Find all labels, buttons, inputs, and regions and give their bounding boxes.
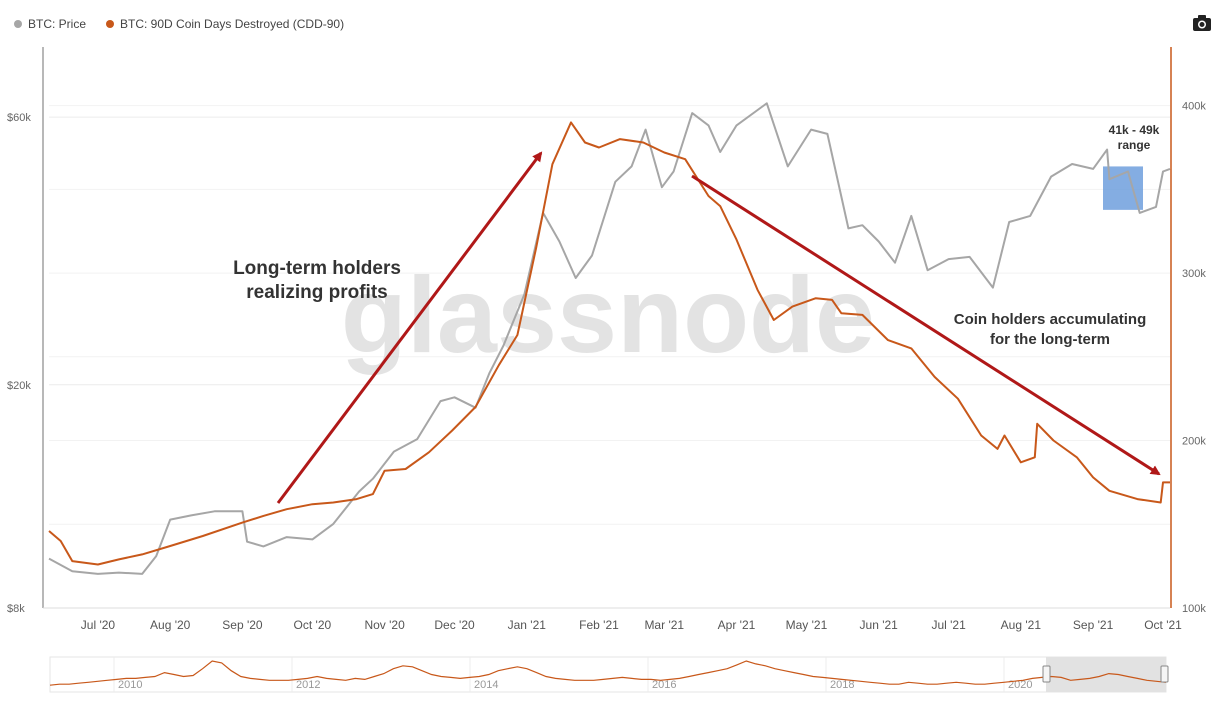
navigator-year-label: 2020	[1008, 679, 1032, 691]
y-right-tick-label: 400k	[1182, 101, 1206, 113]
legend-label-btc-price: BTC: Price	[28, 17, 87, 31]
navigator-year-label: 2012	[296, 679, 320, 691]
x-tick-label: Jan '21	[508, 618, 547, 632]
camera-icon[interactable]	[1192, 14, 1212, 32]
x-tick-label: Dec '20	[434, 618, 475, 632]
legend-item-cdd90[interactable]: BTC: 90D Coin Days Destroyed (CDD-90)	[106, 17, 344, 31]
arrow-down-annotation	[691, 174, 1161, 476]
series-line-btc-price	[48, 102, 1171, 575]
x-tick-label: Sep '20	[222, 618, 263, 632]
x-tick-label: May '21	[786, 618, 828, 632]
x-tick-label: Mar '21	[644, 618, 684, 632]
y-right-tick-label: 100k	[1182, 603, 1206, 615]
y-left-tick-label: $20k	[7, 380, 31, 392]
series-line-cdd90	[48, 121, 1170, 566]
x-tick-label: Jun '21	[860, 618, 899, 632]
annotation-right-text: for the long-term	[990, 331, 1110, 348]
x-tick-label: Jul '20	[81, 618, 116, 632]
legend-label-cdd90: BTC: 90D Coin Days Destroyed (CDD-90)	[120, 17, 345, 31]
legend-dot-cdd90	[106, 20, 115, 28]
navigator-sparkline	[49, 660, 1167, 686]
y-right-tick-label: 200k	[1182, 436, 1206, 448]
x-tick-label: Oct '20	[294, 618, 332, 632]
navigator-frame	[49, 656, 1167, 693]
arrow-up-annotation	[276, 151, 543, 504]
navigator-year-label: 2018	[830, 679, 854, 691]
annotation-left-text: realizing profits	[246, 282, 387, 303]
y-left-tick-label: $60k	[7, 112, 31, 124]
navigator-handle-right[interactable]	[1160, 665, 1169, 683]
y-right-tick-label: 300k	[1182, 268, 1206, 280]
legend-dot-btc-price	[14, 20, 22, 28]
x-tick-label: Jul '21	[931, 618, 966, 632]
x-tick-label: Sep '21	[1073, 618, 1114, 632]
watermark: glassnode	[341, 254, 875, 375]
annotation-left-text: Long-term holders	[233, 258, 401, 279]
x-tick-label: Aug '21	[1001, 618, 1042, 632]
navigator-year-label: 2010	[118, 679, 142, 691]
y-left-tick-label: $8k	[7, 603, 25, 615]
annotation-right-text: Coin holders accumulating	[954, 311, 1147, 328]
x-tick-label: Feb '21	[579, 618, 619, 632]
legend: BTC: Price BTC: 90D Coin Days Destroyed …	[14, 17, 344, 31]
navigator-handle-left[interactable]	[1042, 665, 1051, 683]
x-tick-label: Oct '21	[1144, 618, 1182, 632]
annotation-range-text: range	[1118, 138, 1151, 152]
annotation-range-text: 41k - 49k	[1109, 123, 1160, 137]
navigator-year-label: 2014	[474, 679, 498, 691]
navigator-year-label: 2016	[652, 679, 676, 691]
x-tick-label: Apr '21	[718, 618, 756, 632]
legend-item-btc-price[interactable]: BTC: Price	[14, 17, 86, 31]
x-tick-label: Nov '20	[364, 618, 405, 632]
x-tick-label: Aug '20	[150, 618, 191, 632]
